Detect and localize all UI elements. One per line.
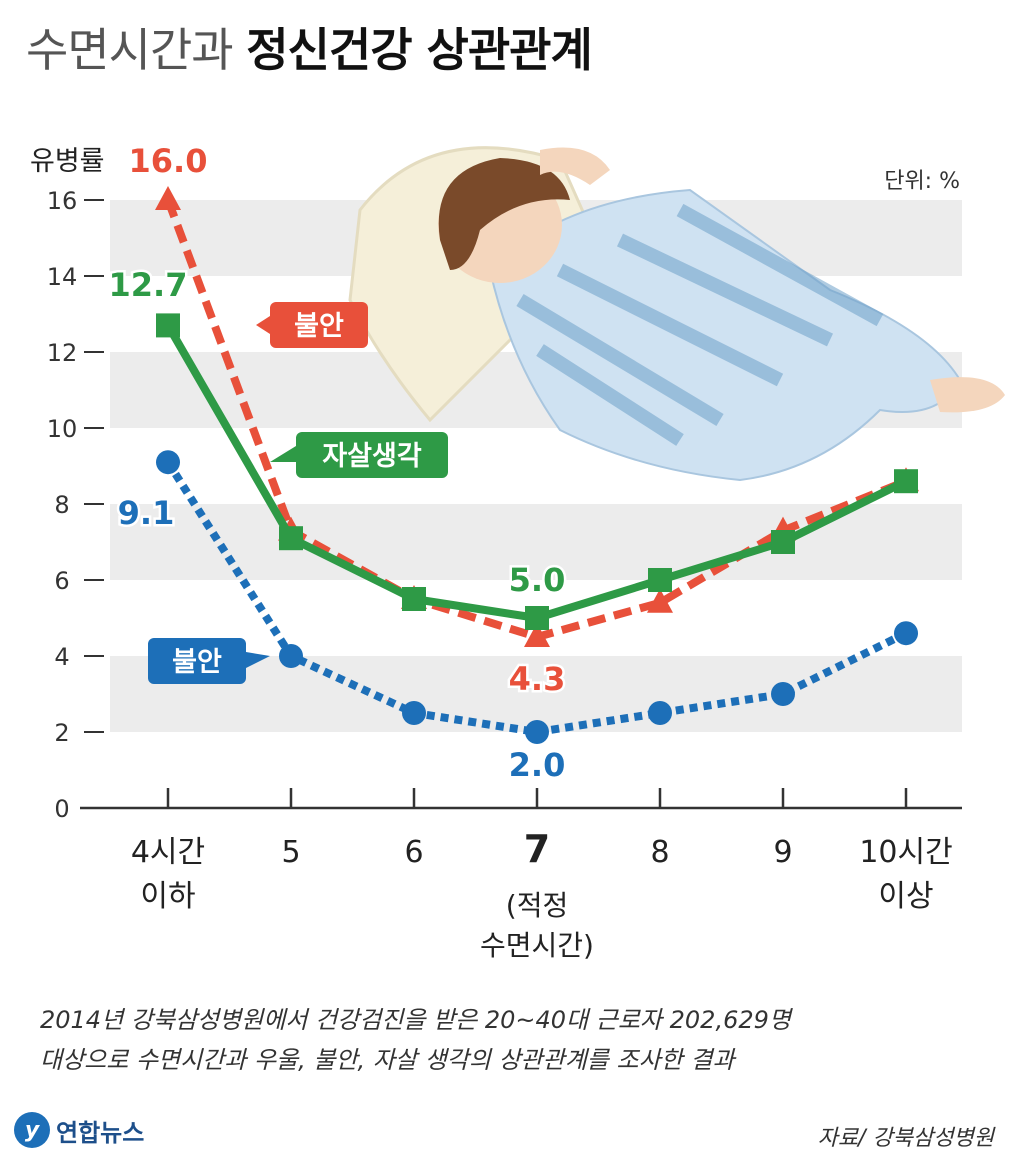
x-tick-label: 8 bbox=[650, 835, 669, 870]
hair bbox=[438, 158, 570, 270]
survey-note: 2014년 강북삼성병원에서 건강검진을 받은 20~40대 근로자 202,6… bbox=[40, 1000, 1000, 1080]
data-point-2 bbox=[402, 701, 426, 725]
legend-label-2: 불안 bbox=[172, 647, 222, 678]
x-tick-label: 7 bbox=[524, 827, 550, 871]
y-tick-label: 2 bbox=[54, 719, 69, 747]
data-point-2 bbox=[648, 701, 672, 725]
x-tick-label: 9 bbox=[773, 835, 792, 870]
y-tick-label: 6 bbox=[54, 567, 69, 595]
data-point-1 bbox=[894, 469, 918, 494]
brand: y 연합뉴스 bbox=[14, 1112, 144, 1148]
data-point-1 bbox=[279, 526, 303, 551]
unit-label: 단위: % bbox=[884, 169, 960, 194]
source-credit: 자료/ 강북삼성병원 bbox=[817, 1126, 994, 1151]
hand bbox=[540, 147, 610, 185]
legend-pointer-2 bbox=[246, 652, 270, 668]
optimal-sleep-label: (적정 bbox=[506, 889, 568, 922]
data-point-2 bbox=[771, 682, 795, 706]
y-tick-label: 8 bbox=[54, 491, 69, 519]
title-bold: 정신건강 상관관계 bbox=[246, 23, 593, 77]
note-line-2: 대상으로 수면시간과 우울, 불안, 자살 생각의 상관관계를 조사한 결과 bbox=[40, 1046, 735, 1074]
y-tick-label: 0 bbox=[54, 795, 69, 823]
data-point-0 bbox=[524, 623, 550, 647]
x-tick-label: 5 bbox=[281, 835, 300, 870]
legend-box-2 bbox=[148, 638, 246, 684]
pajamas bbox=[488, 188, 962, 482]
data-point-2 bbox=[894, 621, 918, 646]
brand-name: 연합뉴스 bbox=[56, 1118, 145, 1147]
data-point-1 bbox=[648, 568, 672, 592]
title-light: 수면시간과 bbox=[26, 23, 234, 77]
value-label: 16.0 bbox=[129, 142, 208, 180]
value-label: 4.3 bbox=[509, 660, 566, 698]
data-point-2 bbox=[525, 720, 549, 744]
x-tick-label: 10시간 bbox=[859, 835, 952, 870]
data-point-0 bbox=[647, 588, 673, 613]
grid-band bbox=[110, 656, 962, 732]
value-label: 9.1 bbox=[118, 494, 175, 532]
y-axis-label: 유병률 bbox=[30, 146, 105, 177]
data-point-1 bbox=[525, 606, 549, 630]
data-point-0 bbox=[155, 186, 181, 210]
data-point-1 bbox=[156, 313, 180, 338]
foot bbox=[930, 377, 1005, 413]
x-tick-label: 이하 bbox=[140, 879, 195, 914]
legend-label-1: 자살생각 bbox=[322, 441, 422, 472]
x-tick-label: 6 bbox=[404, 835, 423, 870]
sleeping-person-illustration bbox=[348, 146, 1005, 482]
note-line-1: 2014년 강북삼성병원에서 건강검진을 받은 20~40대 근로자 202,6… bbox=[40, 1006, 791, 1034]
value-label: 5.0 bbox=[509, 561, 566, 599]
y-tick-label: 16 bbox=[47, 187, 78, 215]
legend-pointer-1 bbox=[270, 446, 296, 462]
y-tick-label: 10 bbox=[47, 415, 78, 443]
value-label: 12.7 bbox=[109, 266, 188, 304]
pajama-stripes bbox=[516, 203, 884, 446]
page-title: 수면시간과 정신건강 상관관계 bbox=[26, 14, 593, 80]
value-label: 2.0 bbox=[509, 746, 566, 784]
legend-box-1 bbox=[296, 432, 448, 478]
optimal-sleep-label: 수면시간) bbox=[480, 929, 594, 962]
y-tick-label: 4 bbox=[54, 643, 69, 671]
legend-label-0: 불안 bbox=[294, 311, 344, 342]
data-point-2 bbox=[156, 450, 180, 475]
legend-box-0 bbox=[270, 302, 368, 348]
y-tick-label: 14 bbox=[47, 263, 78, 291]
data-point-1 bbox=[771, 530, 795, 554]
x-tick-label: 4시간 bbox=[131, 835, 205, 870]
y-tick-label: 12 bbox=[47, 339, 78, 367]
yonhap-logo-icon: y bbox=[14, 1112, 50, 1148]
data-point-1 bbox=[402, 587, 426, 611]
legend-pointer-0 bbox=[256, 316, 270, 334]
x-tick-label: 이상 bbox=[878, 879, 933, 914]
data-point-2 bbox=[279, 644, 303, 668]
